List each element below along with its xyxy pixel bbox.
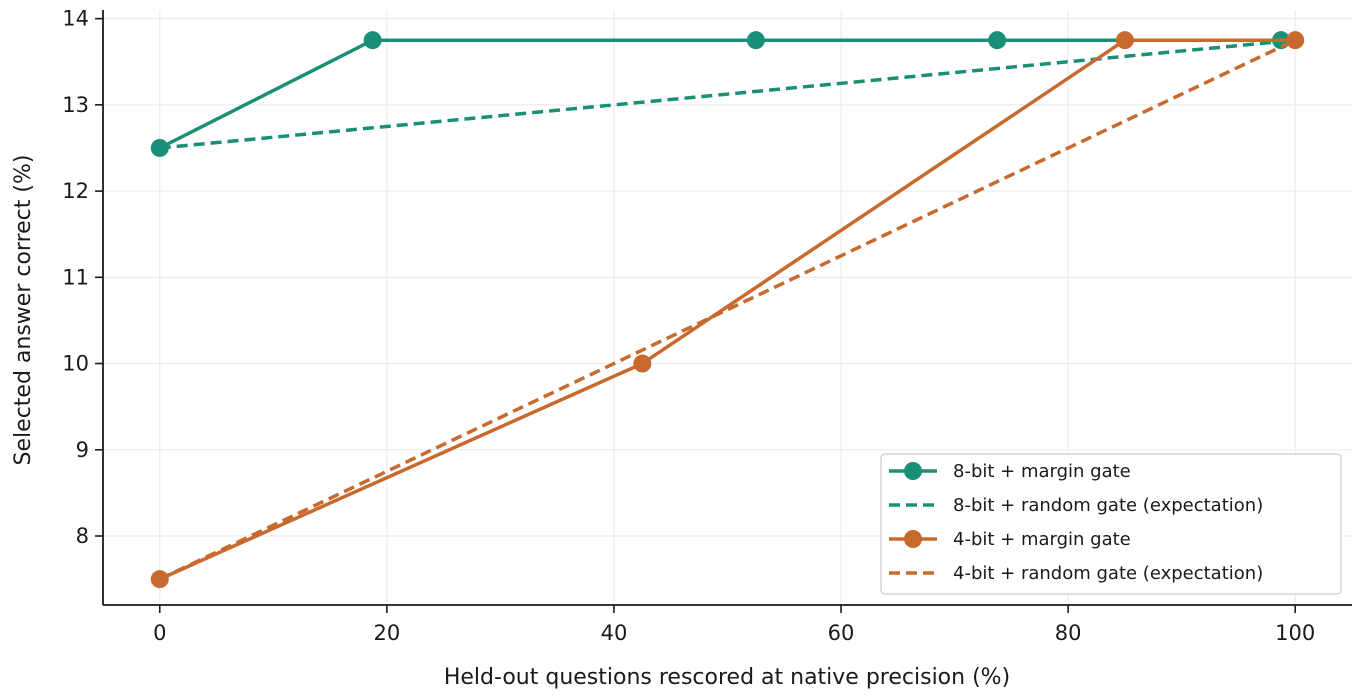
x-axis-label: Held-out questions rescored at native pr…	[444, 665, 1010, 690]
legend-item: 4-bit + margin gate	[889, 529, 1131, 550]
y-tick-label: 14	[62, 7, 89, 31]
legend-item: 4-bit + random gate (expectation)	[889, 563, 1263, 584]
legend-item: 8-bit + margin gate	[889, 461, 1131, 482]
data-point	[1115, 31, 1134, 50]
series-3	[150, 31, 1305, 589]
x-tick-label: 20	[373, 621, 400, 645]
y-tick-label: 13	[62, 93, 89, 117]
axes: 0 20 40 60 80 100 8 9 10 11 12 13 14	[62, 7, 1352, 645]
data-point	[150, 138, 169, 157]
series-2	[159, 38, 1296, 150]
legend-box	[880, 453, 1342, 595]
data-point	[988, 31, 1007, 50]
y-tick-label: 10	[62, 352, 89, 376]
y-tick-label: 11	[62, 265, 89, 289]
y-axis-label: Selected answer correct (%)	[11, 155, 36, 466]
legend: 8-bit + margin gate 8-bit + random gate (…	[880, 453, 1342, 595]
grid	[103, 10, 1352, 605]
series-1	[150, 31, 1291, 157]
legend-label: 8-bit + margin gate	[953, 461, 1131, 482]
y-tick-label: 12	[62, 179, 89, 203]
x-tick-label: 60	[828, 621, 855, 645]
legend-label: 4-bit + margin gate	[953, 529, 1131, 550]
series-line	[159, 38, 1296, 150]
data-point	[150, 570, 169, 589]
data-point	[1286, 31, 1305, 50]
data-point	[363, 31, 382, 50]
x-tick-label: 0	[153, 621, 166, 645]
legend-marker	[904, 530, 922, 548]
data-point	[633, 354, 652, 373]
x-tick-label: 40	[601, 621, 628, 645]
series-layer	[150, 31, 1305, 589]
x-tick-label: 100	[1275, 621, 1315, 645]
series-line	[159, 38, 1296, 581]
data-point	[746, 31, 765, 50]
legend-label: 4-bit + random gate (expectation)	[953, 563, 1263, 584]
series-line	[159, 38, 1296, 581]
y-tick-label: 8	[76, 524, 89, 548]
legend-label: 8-bit + random gate (expectation)	[953, 495, 1263, 516]
series-4	[159, 38, 1296, 581]
legend-item: 8-bit + random gate (expectation)	[889, 495, 1263, 516]
y-tick-label: 9	[76, 438, 89, 462]
x-tick-label: 80	[1055, 621, 1082, 645]
legend-marker	[904, 462, 922, 480]
